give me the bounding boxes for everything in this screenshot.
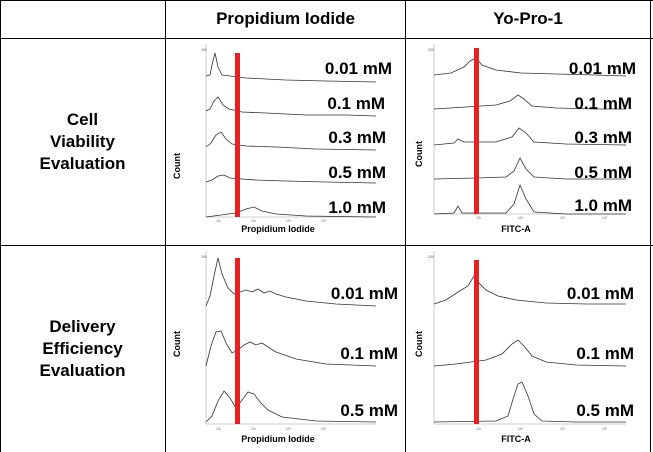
concentration-label: 0.5 mM [574,163,632,182]
concentration-label: 0.1 mM [340,344,398,363]
concentration-label: 0.01 mM [569,59,636,78]
row-label-cell-viability: Cell Viability Evaluation [39,110,126,173]
histogram-panel-viability-yo-pro: Count 300 10² 10³ 10⁴ 10⁵ 0.01 mM 0.1 mM… [414,44,636,234]
tick-label: 10² [216,219,222,223]
gate-line [474,48,479,214]
concentration-label: 1.0 mM [574,196,632,215]
x-axis-label: Propidium Iodide [241,224,315,234]
table-border-top [0,0,653,1]
tick-label: 10² [476,216,482,220]
histogram-trace [205,330,377,367]
histogram-trace [205,257,377,307]
tick-label: 10³ [518,216,524,220]
tick-label: 10⁵ [321,427,327,431]
histogram-panel-delivery-pi: Count 300 10² 10³ 10⁴ 10⁵ 0.01 mM 0.1 mM… [172,251,398,444]
concentration-label: 0.1 mM [327,94,385,113]
concentration-label: 0.5 mM [328,163,386,182]
concentration-label: 0.1 mM [574,94,632,113]
concentration-label: 1.0 mM [328,198,386,217]
tick-label: 10⁴ [560,427,566,431]
gate-line [474,260,479,424]
tick-label: 10⁵ [602,427,608,431]
concentration-label: 0.01 mM [325,59,392,78]
y-axis-label: Count [414,141,424,167]
tick-label: 10² [476,427,482,431]
concentration-label: 0.3 mM [328,128,386,147]
table-border-header [0,38,653,39]
histogram-trace [433,381,626,423]
histogram-trace [205,206,377,218]
column-header-yo-pro-1: Yo-Pro-1 [493,9,563,28]
table-border-left [0,0,1,452]
y-axis-label: Count [414,331,424,357]
concentration-label: 0.01 mM [331,284,398,303]
histogram-trace [433,94,626,110]
histogram-trace [205,131,377,151]
concentration-label: 0.1 mM [576,344,634,363]
tick-label: 300 [201,48,207,52]
x-axis-label: FITC-A [501,434,531,444]
table-border-right [650,0,651,452]
histogram-panel-viability-pi: Count 300 10² 10³ 10⁴ 10⁵ 0.01 mM 0.1 mM… [172,44,392,234]
table-divider-1 [165,0,166,452]
x-axis-label: FITC-A [501,224,531,234]
tick-label: 10⁴ [286,427,292,431]
tick-label: 10⁵ [602,216,608,220]
concentration-label: 0.5 mM [340,401,398,420]
histogram-trace [205,52,377,83]
table-border-middle [0,245,653,246]
concentration-label: 0.5 mM [576,401,634,420]
histogram-trace [433,183,626,215]
histogram-trace [433,157,626,180]
y-axis-label: Count [172,153,182,179]
histogram-trace [433,57,627,77]
gate-line [235,258,240,424]
histogram-panel-delivery-yo-pro: Count 250 10² 10³ 10⁴ 10⁵ 0.01 mM 0.1 mM… [414,251,634,444]
tick-label: 300 [201,255,207,259]
tick-label: 10⁴ [560,216,566,220]
tick-label: 10³ [518,427,524,431]
histogram-trace [433,127,627,146]
tick-label: 10² [216,427,222,431]
row-label-delivery-efficiency: Delivery Efficiency Evaluation [39,317,126,380]
concentration-label: 0.01 mM [567,284,634,303]
tick-label: 10⁴ [286,219,292,223]
table-divider-2 [405,0,406,452]
column-header-propidium-iodide: Propidium Iodide [216,9,355,28]
gate-line [235,53,240,217]
tick-label: 10³ [251,427,257,431]
concentration-label: 0.3 mM [574,128,632,147]
histogram-trace [205,390,377,423]
tick-label: 10³ [251,219,257,223]
histogram-trace [205,96,377,117]
x-axis-label: Propidium Iodide [241,434,315,444]
y-axis-label: Count [172,331,182,357]
tick-label: 10⁵ [321,219,327,223]
histogram-trace [433,275,626,305]
tick-label: 250 [428,255,434,259]
tick-label: 300 [428,48,434,52]
